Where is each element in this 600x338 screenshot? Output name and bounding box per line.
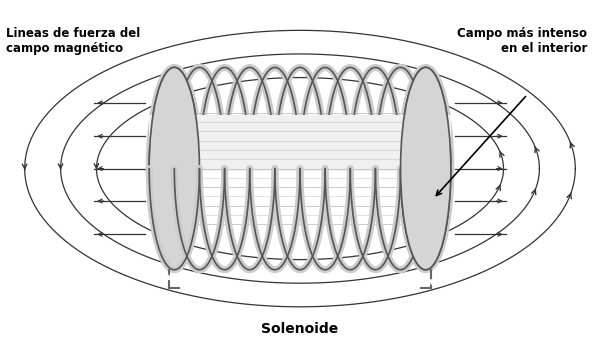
Ellipse shape [149,68,199,270]
Text: Lineas de fuerza del
campo magnético: Lineas de fuerza del campo magnético [6,27,140,55]
Bar [149,115,451,171]
Text: Campo más intenso
en el interior: Campo más intenso en el interior [457,27,587,55]
Ellipse shape [401,68,451,270]
Text: Solenoide: Solenoide [262,322,338,336]
